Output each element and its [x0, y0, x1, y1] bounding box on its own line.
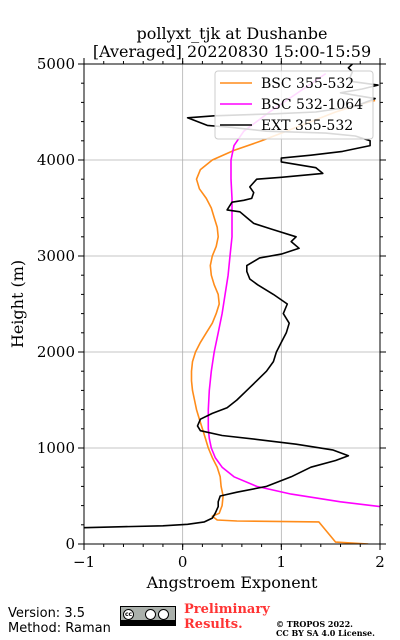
series-layer — [84, 64, 380, 544]
legend-label-2: EXT 355-532 — [261, 118, 353, 134]
x-tick-label: 0 — [178, 553, 188, 571]
version-text: Version: 3.5 — [8, 606, 85, 621]
legend: BSC 355-532 BSC 532-1064 EXT 355-532 — [214, 70, 374, 140]
footer-info: Version: 3.5 Method: Raman — [8, 606, 111, 636]
series-line-2 — [84, 64, 379, 529]
copyright-line-1: © TROPOS 2022. — [276, 619, 353, 629]
cc-icon: cc — [123, 609, 134, 620]
y-tick-label: 3000 — [37, 247, 75, 265]
cc-badge-strip — [121, 620, 175, 625]
plot-frame — [83, 63, 381, 545]
legend-label-0: BSC 355-532 — [261, 76, 354, 92]
legend-label-1: BSC 532-1064 — [261, 97, 363, 113]
y-tick-label: 0 — [65, 535, 75, 553]
chart-subtitle: [Averaged] 20220830 15:00-15:59 — [93, 42, 371, 61]
series-line-1 — [207, 72, 380, 508]
y-tick-label: 2000 — [37, 343, 75, 361]
legend-box — [214, 70, 374, 140]
y-tick-label: 1000 — [37, 439, 75, 457]
cc-by-sa-badge-icon: cc — [120, 606, 176, 626]
sa-icon — [158, 609, 169, 620]
method-text: Method: Raman — [8, 621, 111, 636]
x-tick-label: −1 — [73, 553, 95, 571]
copyright-line-2: CC BY SA 4.0 License. — [276, 628, 375, 638]
x-axis-label: Angstroem Exponent — [146, 573, 318, 592]
y-tick-label: 5000 — [37, 55, 75, 73]
copyright-text: © TROPOS 2022. CC BY SA 4.0 License. — [276, 620, 400, 638]
preliminary-results-text: Preliminary Results. — [184, 602, 270, 632]
y-axis-label: Height (m) — [8, 260, 27, 348]
series-line-0 — [190, 99, 376, 544]
chart-title: pollyxt_tjk at Dushanbe — [136, 24, 327, 43]
x-tick-label: 1 — [277, 553, 287, 571]
x-tick-label: 2 — [375, 553, 385, 571]
profile-chart: pollyxt_tjk at Dushanbe [Averaged] 20220… — [8, 24, 386, 592]
by-icon — [145, 609, 156, 620]
y-tick-label: 4000 — [37, 151, 75, 169]
